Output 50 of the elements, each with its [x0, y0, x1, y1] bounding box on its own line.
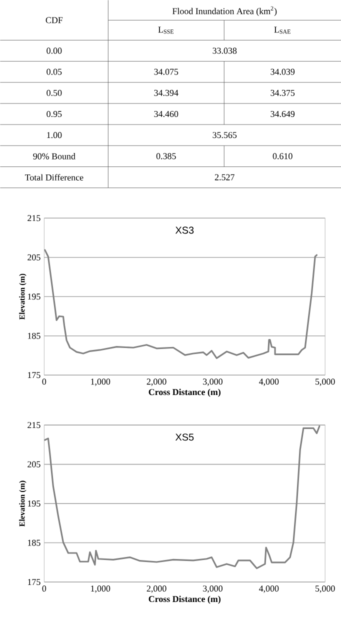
y-tick-label: 205: [27, 254, 40, 260]
y-tick-label: 175: [28, 372, 40, 378]
text: 33.038: [212, 48, 236, 54]
text: Flood Inundation Area (km$^{2}$): [172, 6, 276, 16]
text: 34.649: [270, 110, 294, 118]
text: 35.565: [212, 132, 236, 138]
x-tick-label: 5,000: [315, 586, 335, 593]
x-tick-label: 2,000: [146, 378, 166, 386]
line-series: [44, 249, 318, 360]
y-tick-label: 175: [28, 579, 40, 586]
text: 0.95: [46, 110, 62, 118]
text: 0.50: [46, 90, 62, 96]
y-tick-label: 195: [28, 500, 40, 507]
x-tick-label: 3,000: [202, 586, 222, 593]
text: 34.460: [154, 110, 178, 118]
line-series: [44, 425, 320, 570]
text: L$_{SSE}$: [158, 26, 174, 34]
x-tick-label: 4,000: [258, 586, 279, 593]
text: 34.039: [270, 68, 294, 75]
text: XS3: [175, 226, 194, 234]
y-tick-label: 195: [28, 294, 40, 300]
x-tick-label: 0: [42, 586, 46, 592]
y-tick-label: 215: [27, 422, 40, 428]
text: Total Difference: [24, 174, 84, 180]
x-axis-title: Cross Distance (m): [148, 388, 220, 397]
text: 0.385: [156, 153, 176, 160]
text: 90% Bound: [33, 153, 76, 160]
text: 0.05: [46, 68, 62, 75]
text: 34.075: [154, 68, 178, 75]
text: 0.610: [272, 153, 292, 160]
text: CDF: [46, 17, 62, 24]
x-tick-label: 1,000: [90, 378, 110, 386]
x-tick-label: 1,000: [90, 586, 110, 593]
y-tick-label: 205: [27, 461, 40, 468]
text: 1.00: [46, 132, 62, 138]
text: 34.375: [270, 90, 294, 96]
text: 2.527: [214, 174, 234, 180]
x-tick-label: 2,000: [146, 586, 166, 593]
y-tick-label: 185: [28, 332, 40, 339]
x-tick-label: 4,000: [258, 378, 279, 386]
x-tick-label: 3,000: [202, 378, 222, 386]
y-tick-label: 185: [28, 540, 40, 546]
y-tick-label: 215: [27, 215, 40, 222]
x-axis-title: Cross Distance (m): [148, 596, 220, 604]
text: L$_{SAE}$: [274, 26, 290, 34]
x-tick-label: 0: [42, 378, 46, 385]
text: 0.00: [46, 48, 62, 54]
text: XS5: [175, 434, 194, 441]
x-tick-label: 5,000: [315, 378, 335, 386]
text: 34.394: [154, 90, 178, 96]
